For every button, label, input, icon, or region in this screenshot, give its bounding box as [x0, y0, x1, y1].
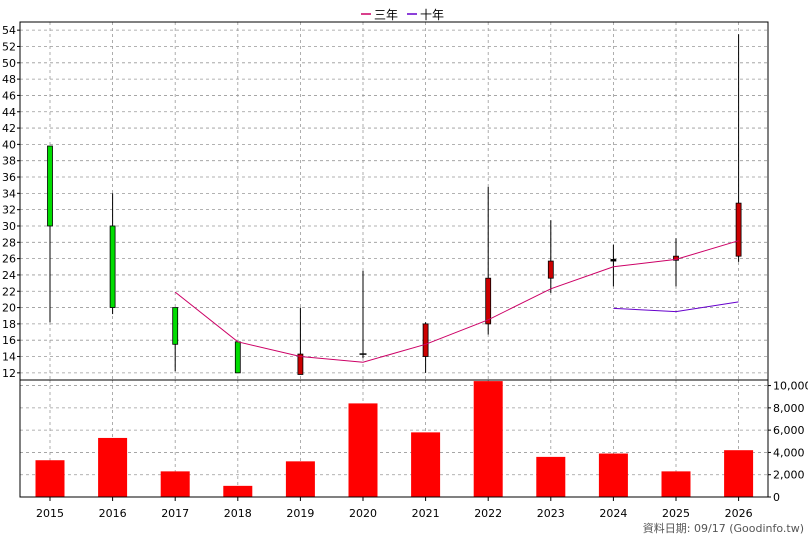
price-tick-label: 46 — [2, 89, 16, 102]
candle-body-2018 — [234, 341, 241, 374]
candle-body-2019 — [297, 353, 304, 375]
x-tick-label-2024: 2024 — [599, 507, 627, 520]
candle-body-2022 — [485, 277, 492, 325]
candle-body-2024 — [610, 259, 617, 262]
volume-bar-2015 — [35, 460, 65, 497]
x-tick-label-2017: 2017 — [161, 507, 189, 520]
volume-tick-label: 0 — [773, 491, 780, 504]
candle-body-2021 — [422, 323, 429, 357]
volume-bar-2018 — [223, 485, 253, 497]
volume-tick-label: 2,000 — [773, 469, 805, 482]
price-tick-label: 26 — [2, 253, 16, 266]
price-tick-label: 16 — [2, 334, 16, 347]
volume-tick-label: 6,000 — [773, 424, 805, 437]
x-tick-label-2026: 2026 — [725, 507, 753, 520]
volume-bar-2016 — [98, 437, 128, 497]
price-tick-label: 24 — [2, 269, 16, 282]
volume-bar-2026 — [724, 450, 754, 497]
candle-body-2023 — [547, 260, 554, 279]
three-year-line — [174, 240, 739, 363]
price-tick-label: 52 — [2, 40, 16, 53]
data-date-footnote: 資料日期: 09/17 (Goodinfo.tw) — [643, 521, 804, 535]
x-tick-label-2022: 2022 — [474, 507, 502, 520]
x-tick-label-2020: 2020 — [349, 507, 377, 520]
x-tick-label-2018: 2018 — [224, 507, 252, 520]
x-tick-label-2015: 2015 — [36, 507, 64, 520]
ten-year-line — [613, 301, 739, 313]
price-tick-label: 38 — [2, 155, 16, 168]
price-tick-label: 12 — [2, 367, 16, 380]
volume-bar-2021 — [411, 432, 441, 497]
price-tick-label: 36 — [2, 171, 16, 184]
volume-panel: 0 2,000 4,000 6,000 8,000 10,000 — [19, 379, 808, 504]
legend: 三年 十年 — [361, 8, 444, 22]
price-tick-label: 28 — [2, 236, 16, 249]
volume-bar-2024 — [598, 453, 628, 497]
volume-bar-2023 — [536, 456, 566, 497]
volume-bar-2019 — [285, 461, 315, 497]
x-tick-label-2021: 2021 — [412, 507, 440, 520]
volume-tick-label: 4,000 — [773, 446, 805, 459]
volume-plot-area — [20, 380, 768, 497]
x-axis: 2015 2016 2017 2018 2019 2020 2021 2022 2023 2024… — [36, 497, 753, 520]
price-plot-area — [20, 22, 768, 381]
volume-frame — [19, 379, 769, 498]
legend-label-three-year: 三年 — [374, 8, 398, 22]
price-tick-label: 22 — [2, 285, 16, 298]
x-tick-label-2016: 2016 — [99, 507, 127, 520]
volume-tick-label: 8,000 — [773, 402, 805, 415]
volume-tick-label: 10,000 — [773, 380, 808, 393]
price-tick-label: 48 — [2, 73, 16, 86]
price-tick-label: 40 — [2, 138, 16, 151]
price-tick-label: 18 — [2, 318, 16, 331]
price-tick-label: 20 — [2, 302, 16, 315]
price-tick-label: 42 — [2, 122, 16, 135]
volume-bar-2017 — [160, 471, 190, 497]
price-panel: 12 14 16 18 20 22 24 26 28 30 32 34 36 38 40 42 44 46 48 50… — [2, 21, 769, 382]
price-tick-label: 14 — [2, 351, 16, 364]
price-tick-label: 44 — [2, 106, 16, 119]
x-tick-label-2025: 2025 — [662, 507, 690, 520]
volume-bar-2025 — [661, 471, 691, 497]
x-tick-label-2019: 2019 — [286, 507, 314, 520]
volume-bar-2022 — [473, 381, 503, 497]
candle-body-2026 — [735, 202, 742, 257]
price-tick-label: 34 — [2, 187, 16, 200]
candle-body-2017 — [172, 307, 179, 345]
price-tick-label: 30 — [2, 220, 16, 233]
price-tick-label: 50 — [2, 57, 16, 70]
x-tick-label-2023: 2023 — [537, 507, 565, 520]
price-tick-label: 54 — [2, 24, 16, 37]
price-tick-label: 32 — [2, 204, 16, 217]
candle-body-2016 — [109, 225, 116, 308]
volume-bar-2020 — [348, 403, 378, 497]
candle-body-2015 — [47, 145, 53, 227]
legend-label-ten-year: 十年 — [420, 8, 444, 22]
